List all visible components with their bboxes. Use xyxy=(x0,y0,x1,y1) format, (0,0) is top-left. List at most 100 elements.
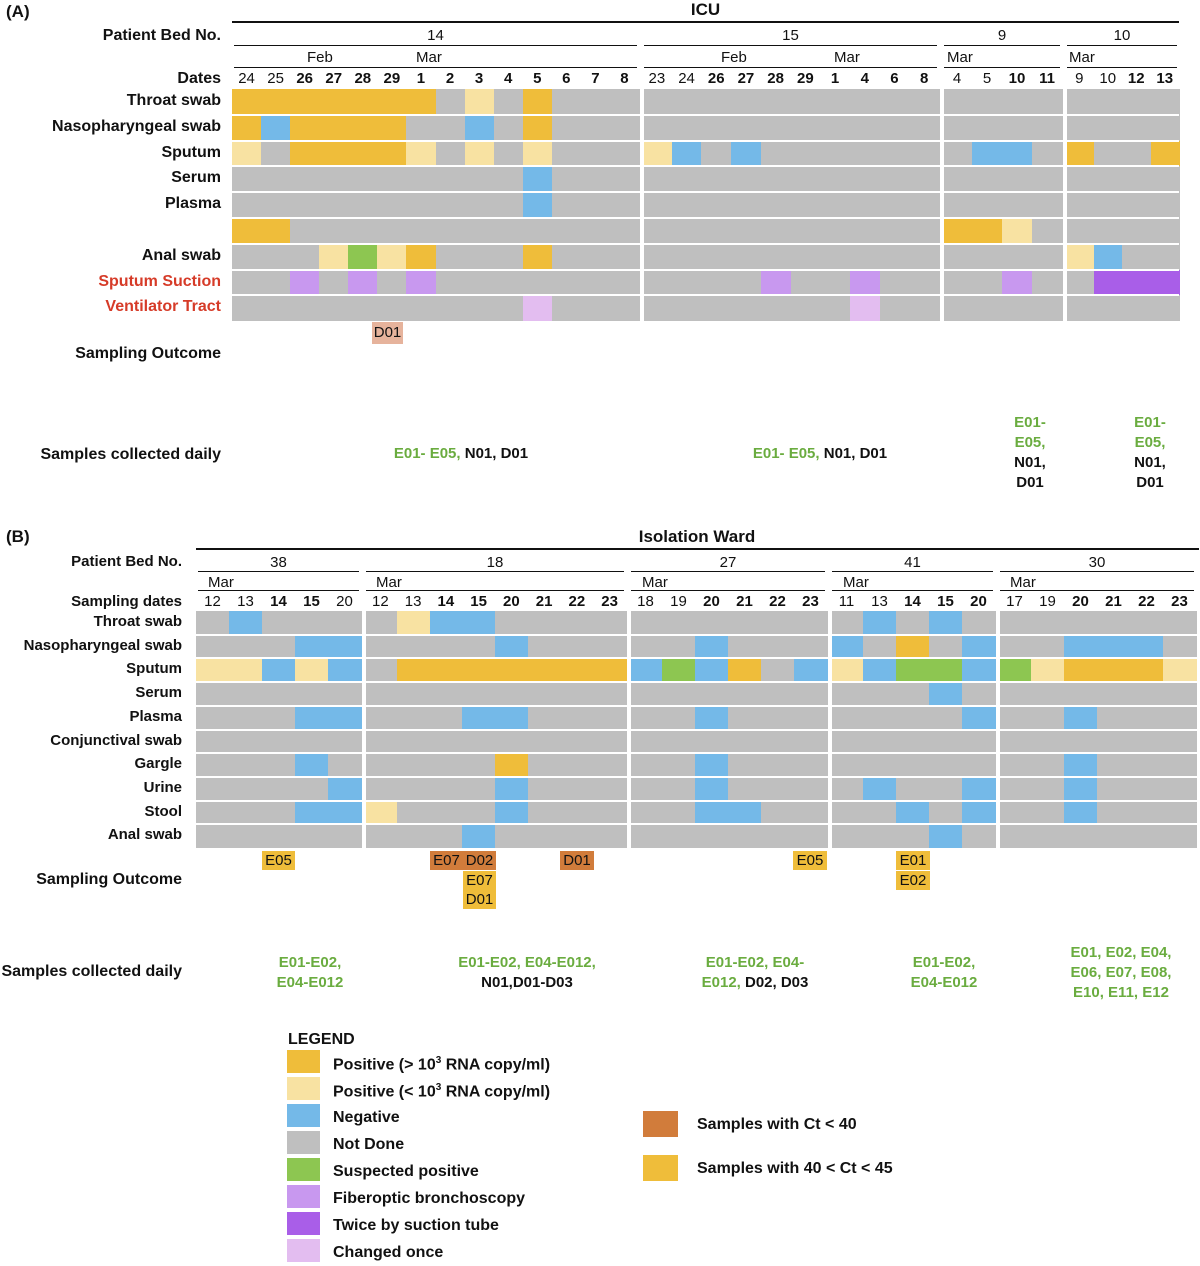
not-done-cell xyxy=(364,682,398,706)
date-label: 13 xyxy=(871,593,888,610)
not-done-cell xyxy=(364,634,398,659)
changed-once-cell xyxy=(522,295,553,322)
not-done-cell xyxy=(429,776,463,801)
legend-swatch-negative xyxy=(287,1104,320,1127)
not-done-cell xyxy=(196,776,230,801)
not-done-cell xyxy=(863,824,897,848)
not-done-cell xyxy=(1122,295,1152,322)
not-done-cell xyxy=(429,705,463,730)
not-done-cell xyxy=(551,295,582,322)
not-done-cell xyxy=(1065,269,1095,296)
not-done-cell xyxy=(1032,295,1063,322)
not-done-cell xyxy=(701,218,732,244)
positive-high-cell xyxy=(942,218,973,244)
not-done-cell xyxy=(493,166,524,193)
negative-cell xyxy=(830,634,864,659)
not-done-cell xyxy=(319,192,349,218)
not-done-cell xyxy=(493,295,524,322)
not-done-cell xyxy=(348,166,378,193)
legend-changed: Changed once xyxy=(333,1244,444,1261)
outcome-badge-e01: E01 xyxy=(896,851,930,870)
not-done-cell xyxy=(972,295,1003,322)
not-done-cell xyxy=(820,269,851,296)
not-done-cell xyxy=(1031,800,1065,825)
not-done-cell xyxy=(1064,729,1098,754)
negative-cell xyxy=(462,705,496,730)
not-done-cell xyxy=(1093,218,1123,244)
panel-b-daily-bed-30: E01, E02, E04, E06, E07, E08, E10, E11, … xyxy=(1046,943,1196,1003)
not-done-cell xyxy=(609,192,640,218)
legend-swatch-suspected xyxy=(287,1158,320,1181)
positive-low-cell xyxy=(406,140,437,167)
not-done-cell xyxy=(998,824,1032,848)
not-done-cell xyxy=(377,192,407,218)
not-done-cell xyxy=(1163,776,1197,801)
not-done-cell xyxy=(731,114,762,141)
legend-text: Positive (< 10 xyxy=(333,1083,436,1101)
not-done-cell xyxy=(794,705,828,730)
not-done-cell xyxy=(593,705,627,730)
not-done-cell xyxy=(695,729,729,754)
row-separator xyxy=(196,633,1199,636)
date-label: 26 xyxy=(707,70,725,87)
not-done-cell xyxy=(998,729,1032,754)
not-done-cell xyxy=(1031,682,1065,706)
not-done-cell xyxy=(863,705,897,730)
not-done-cell xyxy=(942,166,973,193)
bed-underline xyxy=(832,571,993,572)
not-done-cell xyxy=(319,269,349,296)
not-done-cell xyxy=(629,824,663,848)
date-label: 20 xyxy=(970,593,987,610)
not-done-cell xyxy=(377,218,407,244)
positive-low-cell xyxy=(642,140,673,167)
not-done-cell xyxy=(609,140,640,167)
legend-text: Positive (> 10 xyxy=(333,1056,436,1074)
not-done-cell xyxy=(229,776,263,801)
not-done-cell xyxy=(671,269,702,296)
month-underline xyxy=(644,67,937,68)
daily-black: D01 xyxy=(1016,474,1044,491)
positive-low-cell xyxy=(377,243,407,270)
not-done-cell xyxy=(820,140,851,167)
not-done-cell xyxy=(196,729,230,754)
not-done-cell xyxy=(435,114,466,141)
not-done-cell xyxy=(761,611,795,635)
row-separator xyxy=(232,139,1179,142)
month-label: Mar xyxy=(1069,49,1095,66)
date-label: 21 xyxy=(535,593,553,610)
not-done-cell xyxy=(295,776,329,801)
not-done-cell xyxy=(1032,140,1063,167)
not-done-cell xyxy=(396,634,431,659)
not-done-cell xyxy=(462,682,496,706)
not-done-cell xyxy=(642,295,673,322)
not-done-cell xyxy=(896,611,930,635)
not-done-cell xyxy=(820,192,851,218)
row-label: Sputum Suction xyxy=(98,272,221,290)
negative-cell xyxy=(962,658,996,683)
not-done-cell xyxy=(551,269,582,296)
not-done-cell xyxy=(229,753,263,777)
legend-not-done: Not Done xyxy=(333,1136,405,1153)
not-done-cell xyxy=(820,243,851,270)
not-done-cell xyxy=(261,166,291,193)
not-done-cell xyxy=(642,192,673,218)
not-done-cell xyxy=(462,729,496,754)
not-done-cell xyxy=(1002,114,1033,141)
negative-cell xyxy=(1130,634,1164,659)
not-done-cell xyxy=(731,192,762,218)
not-done-cell xyxy=(662,682,696,706)
date-label: 14 xyxy=(270,593,287,610)
negative-cell xyxy=(462,824,496,848)
month-underline xyxy=(366,590,624,591)
not-done-cell xyxy=(527,729,562,754)
positive-high-cell xyxy=(896,634,930,659)
not-done-cell xyxy=(609,295,640,322)
row-separator xyxy=(196,704,1199,707)
bed-separator xyxy=(628,611,631,848)
not-done-cell xyxy=(462,634,496,659)
not-done-cell xyxy=(290,192,320,218)
not-done-cell xyxy=(642,114,673,141)
not-done-cell xyxy=(551,140,582,167)
legend-swatch-positive-high xyxy=(287,1050,320,1073)
not-done-cell xyxy=(1002,243,1033,270)
